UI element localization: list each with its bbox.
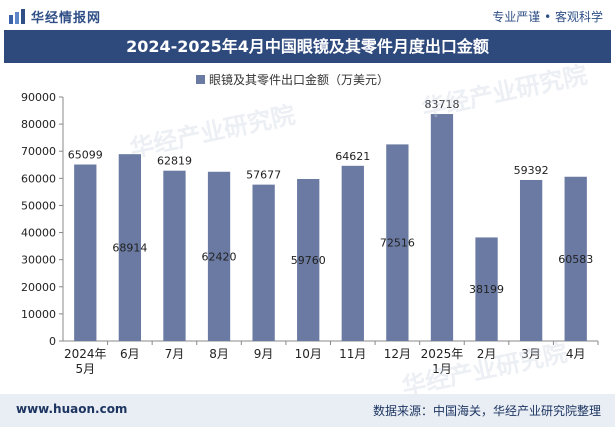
y-tick-label: 20000	[21, 281, 56, 294]
x-tick-label-line: 1月	[432, 362, 452, 376]
x-tick-label: 7月	[165, 347, 185, 361]
y-tick-label: 40000	[21, 227, 56, 240]
x-tick-label-line: 8月	[209, 347, 229, 361]
y-tick-label: 30000	[21, 254, 56, 267]
legend-swatch	[196, 75, 205, 84]
bar-chart: 眼镜及其零件出口金额（万美元） 0 10000 20000 30000 40000 5000…	[21, 72, 599, 376]
legend-label: 眼镜及其零件出口金额（万美元）	[209, 72, 389, 87]
x-tick-label-line: 7月	[165, 347, 185, 361]
data-label: 72516	[380, 237, 415, 250]
bar	[74, 164, 97, 341]
bar	[252, 184, 275, 341]
bar	[163, 170, 186, 341]
bar	[564, 176, 587, 341]
footer-website: www.huaon.com	[16, 402, 128, 416]
bar	[430, 114, 454, 341]
x-tick-label-line: 2月	[477, 347, 497, 361]
data-label: 59392	[514, 164, 549, 177]
x-tick-label: 3月	[521, 347, 541, 361]
x-tick-label: 9月	[254, 347, 274, 361]
legend: 眼镜及其零件出口金额（万美元）	[196, 72, 389, 87]
bar	[341, 165, 364, 341]
data-label: 59760	[291, 254, 326, 267]
logo: 华经情报网	[8, 7, 101, 26]
x-tick-label: 2月	[477, 347, 497, 361]
bar	[118, 154, 142, 341]
bar	[386, 144, 409, 341]
bar	[475, 237, 498, 341]
chart-title: 2024-2025年4月中国眼镜及其零件月度出口金额	[126, 37, 489, 56]
title-bar: 2024-2025年4月中国眼镜及其零件月度出口金额	[4, 30, 611, 63]
x-tick-label-line: 3月	[521, 347, 541, 361]
x-tick-label-line: 5月	[75, 362, 95, 376]
x-tick-label: 2025年 1月	[421, 347, 464, 376]
footer-source: 数据来源：中国海关，华经产业研究院整理	[372, 404, 601, 418]
y-tick-label: 50000	[21, 199, 56, 212]
data-label: 64621	[335, 150, 370, 163]
x-tick-label-line: 2025年	[421, 347, 464, 361]
x-tick-label: 2024年 5月	[64, 347, 107, 376]
data-label: 62819	[157, 155, 192, 168]
top-bar: 华经情报网 专业严谨 • 客观科学	[0, 0, 615, 30]
y-tick-label: 70000	[21, 145, 56, 158]
x-tick-label: 10月	[295, 347, 322, 361]
footer: www.huaon.com 数据来源：中国海关，华经产业研究院整理	[0, 394, 615, 427]
x-tick-label: 4月	[566, 347, 586, 361]
logo-text: 华经情报网	[31, 11, 102, 26]
data-label: 83718	[424, 98, 459, 111]
data-label: 65099	[68, 149, 103, 162]
x-tick-label-line: 4月	[566, 347, 586, 361]
data-label: 57677	[246, 169, 281, 182]
y-tick-label: 60000	[21, 172, 56, 185]
bar	[207, 171, 231, 341]
x-tick-label-line: 11月	[339, 347, 366, 361]
x-tick-label: 12月	[384, 347, 411, 361]
data-label: 62420	[202, 250, 237, 263]
y-tick-label: 0	[49, 335, 56, 348]
bar	[519, 179, 543, 341]
x-tick-label-line: 2024年	[64, 347, 107, 361]
bar	[297, 178, 320, 341]
y-tick-label: 80000	[21, 118, 56, 131]
data-label: 68914	[112, 242, 147, 255]
x-tick-label-line: 10月	[295, 347, 322, 361]
x-tick-label: 8月	[209, 347, 229, 361]
y-tick-label: 10000	[21, 308, 56, 321]
x-tick-label: 6月	[120, 347, 140, 361]
x-tick-label-line: 6月	[120, 347, 140, 361]
data-label: 60583	[558, 253, 593, 266]
logo-icon	[9, 8, 25, 24]
x-tick-label-line: 9月	[254, 347, 274, 361]
y-tick-label: 90000	[21, 91, 56, 104]
slogan: 专业严谨 • 客观科学	[492, 10, 603, 24]
x-tick-label: 11月	[339, 347, 366, 361]
x-tick-label-line: 12月	[384, 347, 411, 361]
data-label: 38199	[469, 283, 504, 296]
